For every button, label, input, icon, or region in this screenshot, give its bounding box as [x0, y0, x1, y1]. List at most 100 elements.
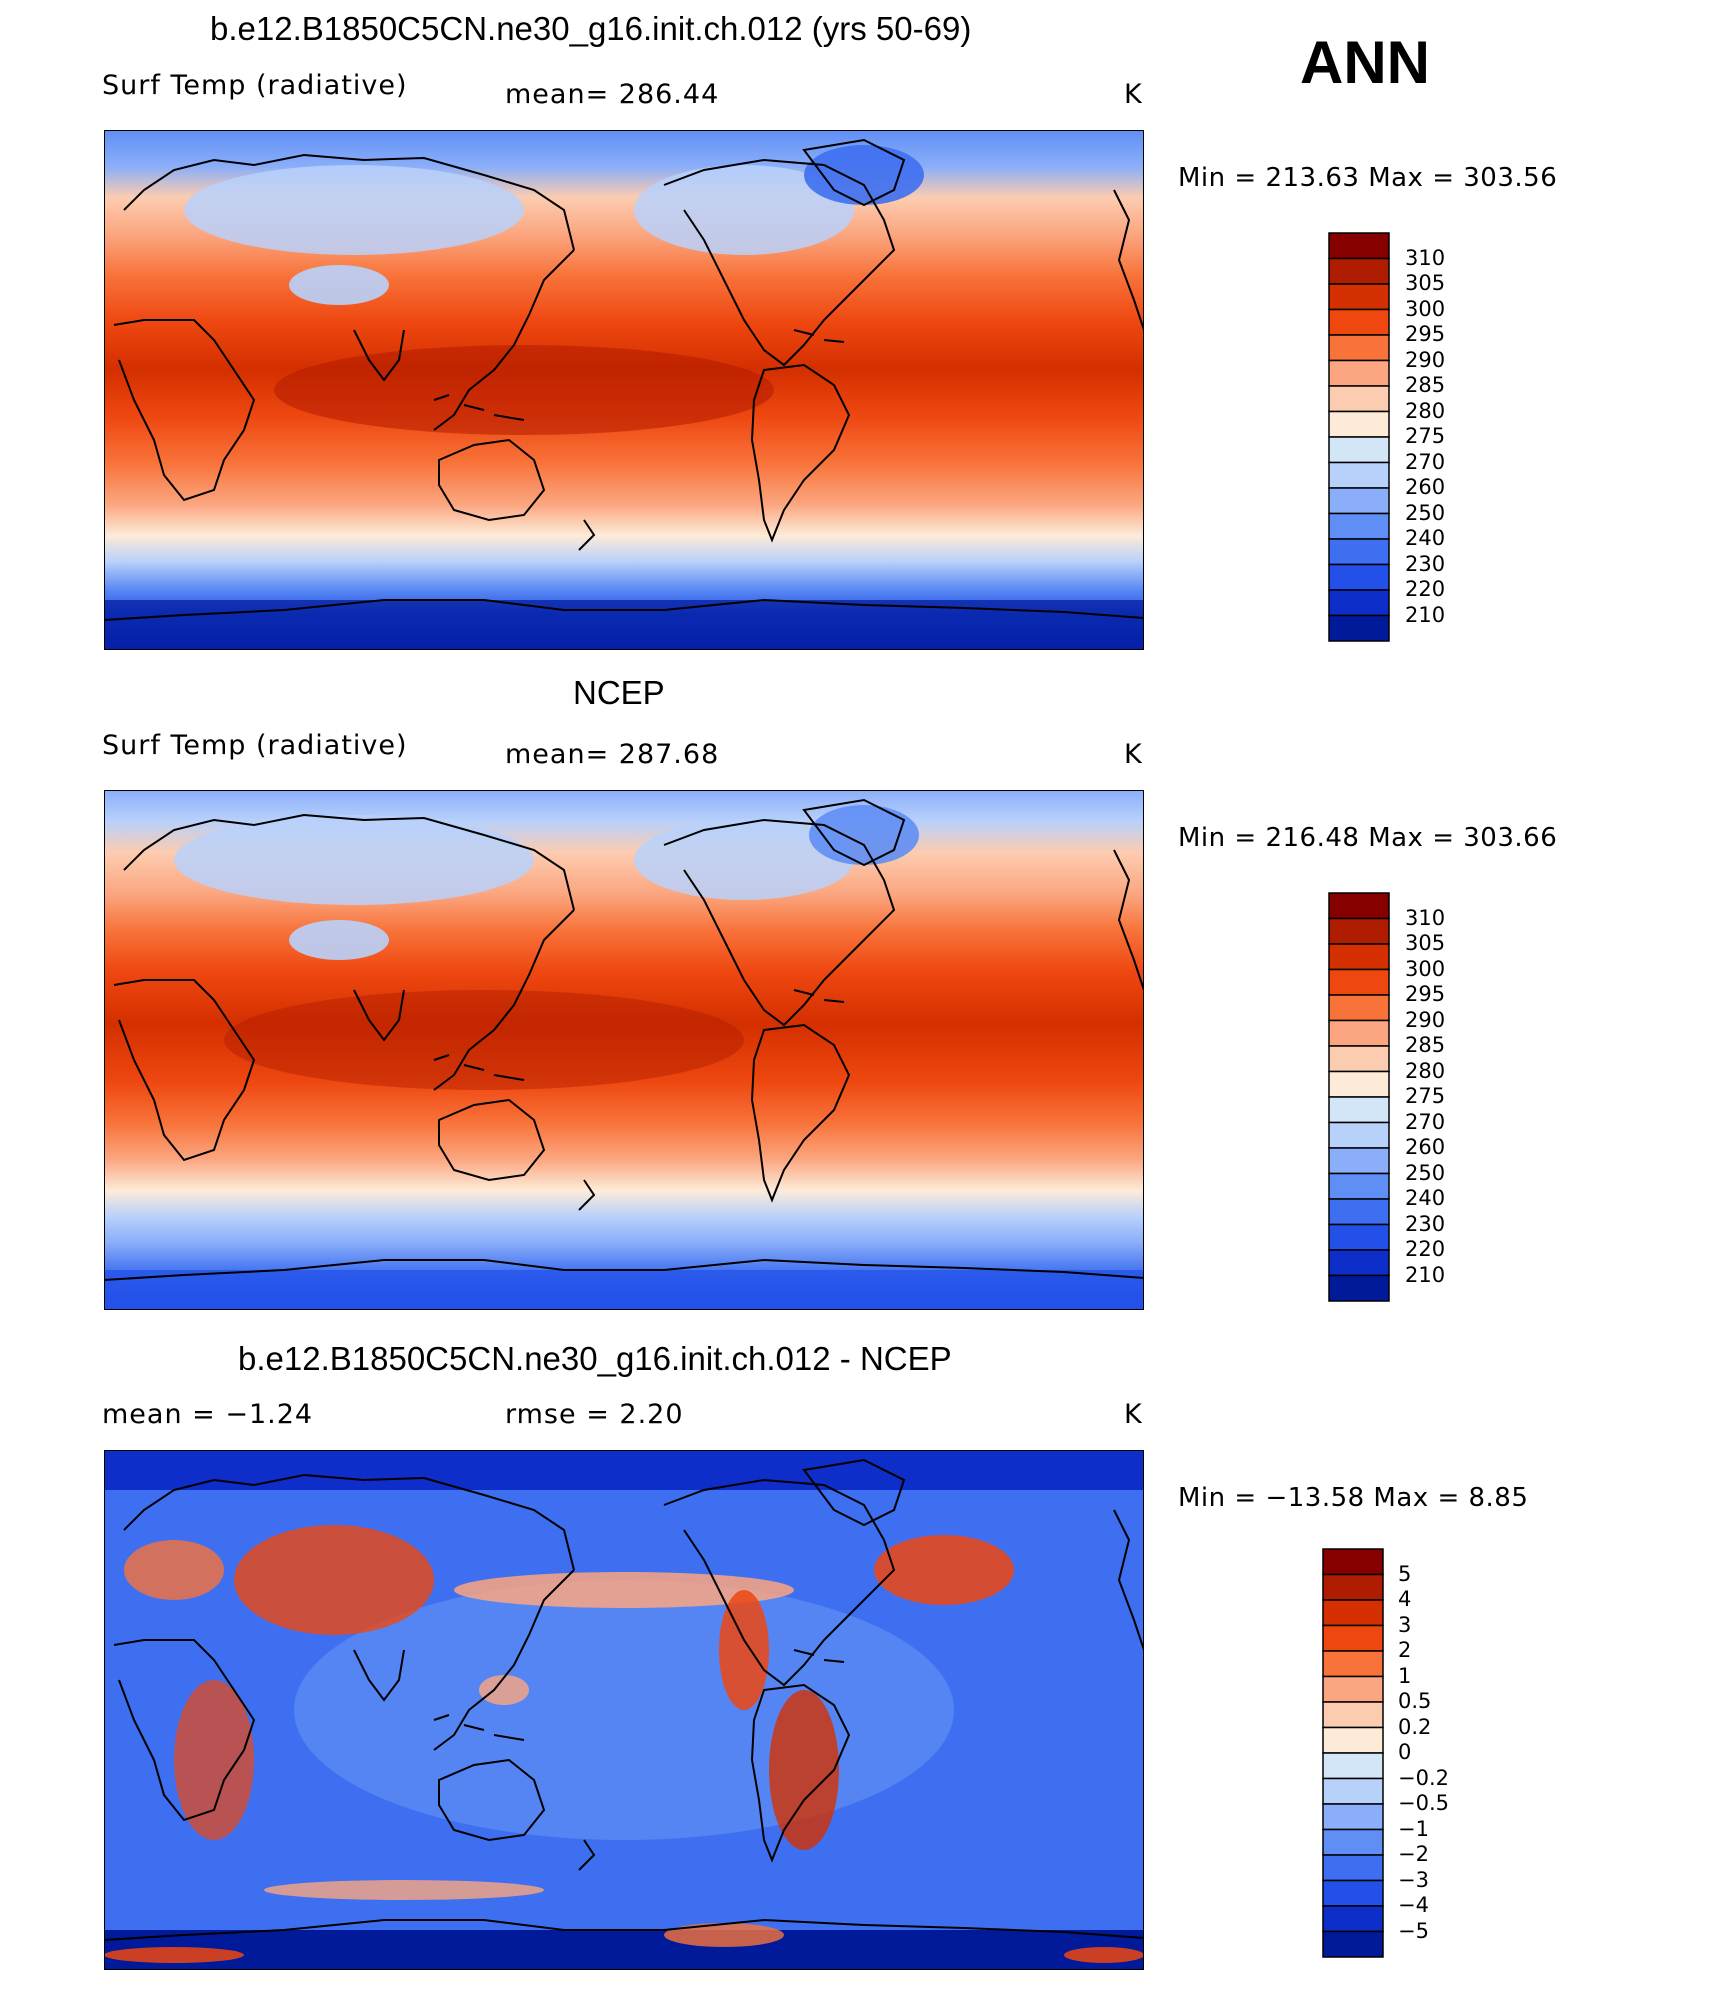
colorbar-tick-label: 310 [1405, 905, 1446, 930]
colorbar-swatch [1328, 563, 1390, 591]
colorbar-swatch [1322, 1803, 1384, 1831]
colorbar-tick-label: 0.2 [1398, 1714, 1432, 1739]
colorbar-tick-label: 305 [1405, 931, 1446, 955]
colorbar-swatch [1328, 461, 1390, 489]
colorbar-tick-label: 270 [1405, 1109, 1446, 1134]
colorbar-swatch [1328, 1070, 1390, 1098]
colorbar-swatch [1328, 385, 1390, 413]
colorbar-tick-label: 210 [1405, 1262, 1446, 1287]
colorbar-tick-label: −2 [1398, 1842, 1429, 1866]
panel1-colorbar [1328, 232, 1390, 642]
colorbar-tick-label: 220 [1405, 577, 1446, 601]
colorbar-tick-label: 2 [1398, 1638, 1412, 1662]
panel1-variable-label: Surf Temp (radiative) [102, 70, 408, 101]
colorbar-tick-label: 260 [1405, 475, 1446, 499]
colorbar-swatch [1328, 1274, 1390, 1302]
colorbar-swatch [1322, 1624, 1384, 1652]
colorbar-tick-label: 275 [1405, 424, 1446, 448]
colorbar-tick-label: −4 [1398, 1893, 1429, 1917]
panel1-map [104, 130, 1144, 650]
colorbar-swatch [1322, 1854, 1384, 1882]
colorbar-swatch [1328, 1249, 1390, 1277]
colorbar-swatch [1328, 1121, 1390, 1149]
colorbar-tick-label: 310 [1405, 245, 1446, 270]
colorbar-tick-label: 295 [1405, 322, 1446, 346]
colorbar-swatch [1328, 994, 1390, 1022]
colorbar-swatch [1322, 1701, 1384, 1729]
colorbar-swatch [1322, 1777, 1384, 1805]
colorbar-tick-label: −0.5 [1398, 1791, 1449, 1815]
colorbar-swatch [1328, 359, 1390, 387]
panel2-title: NCEP [573, 674, 665, 711]
colorbar-swatch [1328, 1198, 1390, 1226]
colorbar-tick-label: 3 [1398, 1612, 1412, 1637]
colorbar-swatch [1322, 1548, 1384, 1576]
colorbar-tick-label: 220 [1405, 1237, 1446, 1261]
colorbar-swatch [1328, 1019, 1390, 1047]
colorbar-swatch [1328, 334, 1390, 362]
colorbar-swatch [1328, 1045, 1390, 1073]
panel3-minmax: Min = −13.58 Max = 8.85 [1178, 1483, 1529, 1513]
colorbar-swatch [1322, 1650, 1384, 1678]
colorbar-tick-label: −5 [1398, 1918, 1429, 1943]
colorbar-tick-label: 305 [1405, 271, 1446, 295]
colorbar-tick-label: 0.5 [1398, 1689, 1432, 1713]
colorbar-swatch [1328, 257, 1390, 285]
colorbar-swatch [1328, 538, 1390, 566]
colorbar-swatch [1322, 1726, 1384, 1754]
colorbar-tick-label: 280 [1405, 398, 1446, 423]
colorbar-tick-label: 5 [1398, 1561, 1412, 1586]
colorbar-swatch [1328, 1096, 1390, 1124]
panel1-minmax: Min = 213.63 Max = 303.56 [1178, 163, 1558, 193]
colorbar-tick-label: 240 [1405, 1186, 1446, 1210]
colorbar-swatch [1322, 1599, 1384, 1627]
colorbar-tick-label: −0.2 [1398, 1765, 1449, 1790]
colorbar-swatch [1322, 1675, 1384, 1703]
colorbar-tick-label: 210 [1405, 602, 1446, 627]
colorbar-tick-label: 4 [1398, 1587, 1412, 1611]
panel2-minmax: Min = 216.48 Max = 303.66 [1178, 823, 1558, 853]
colorbar-swatch [1322, 1573, 1384, 1601]
colorbar-swatch [1328, 1223, 1390, 1251]
colorbar-swatch [1328, 1147, 1390, 1175]
colorbar-swatch [1328, 308, 1390, 336]
colorbar-tick-label: 290 [1405, 347, 1446, 372]
colorbar-tick-label: 260 [1405, 1135, 1446, 1159]
colorbar-swatch [1322, 1879, 1384, 1907]
colorbar-swatch [1328, 512, 1390, 540]
colorbar-tick-label: 230 [1405, 1211, 1446, 1236]
colorbar-swatch [1328, 487, 1390, 515]
colorbar-swatch [1328, 589, 1390, 617]
colorbar-tick-label: 280 [1405, 1058, 1446, 1083]
colorbar-tick-label: 290 [1405, 1007, 1446, 1032]
colorbar-swatch [1328, 892, 1390, 920]
panel3-rmse-label: rmse = 2.20 [505, 1399, 684, 1430]
colorbar-swatch [1328, 283, 1390, 311]
panel1-title: b.e12.B1850C5CN.ne30_g16.init.ch.012 (yr… [210, 10, 972, 47]
colorbar-swatch [1322, 1828, 1384, 1856]
colorbar-tick-label: 285 [1405, 373, 1446, 397]
colorbar-swatch [1328, 1172, 1390, 1200]
colorbar-tick-label: 0 [1398, 1740, 1412, 1764]
panel3-map [104, 1450, 1144, 1970]
panel1-units-label: K [1124, 79, 1143, 110]
colorbar-swatch [1328, 436, 1390, 464]
colorbar-tick-label: 230 [1405, 551, 1446, 576]
colorbar-swatch [1328, 917, 1390, 945]
panel2-units-label: K [1124, 739, 1143, 770]
colorbar-tick-label: 250 [1405, 500, 1446, 525]
colorbar-swatch [1328, 943, 1390, 971]
colorbar-tick-label: 295 [1405, 982, 1446, 1006]
panel3-colorbar [1322, 1548, 1384, 1958]
panel3-units-label: K [1124, 1399, 1143, 1430]
colorbar-tick-label: 250 [1405, 1160, 1446, 1185]
colorbar-tick-label: 300 [1405, 956, 1446, 981]
panel2-mean-label: mean= 287.68 [505, 739, 720, 770]
colorbar-swatch [1328, 232, 1390, 260]
colorbar-swatch [1322, 1905, 1384, 1933]
panel3-mean-label: mean = −1.24 [102, 1399, 314, 1430]
colorbar-swatch [1328, 968, 1390, 996]
colorbar-tick-label: 285 [1405, 1033, 1446, 1057]
colorbar-tick-label: −1 [1398, 1816, 1429, 1841]
colorbar-swatch [1322, 1930, 1384, 1958]
